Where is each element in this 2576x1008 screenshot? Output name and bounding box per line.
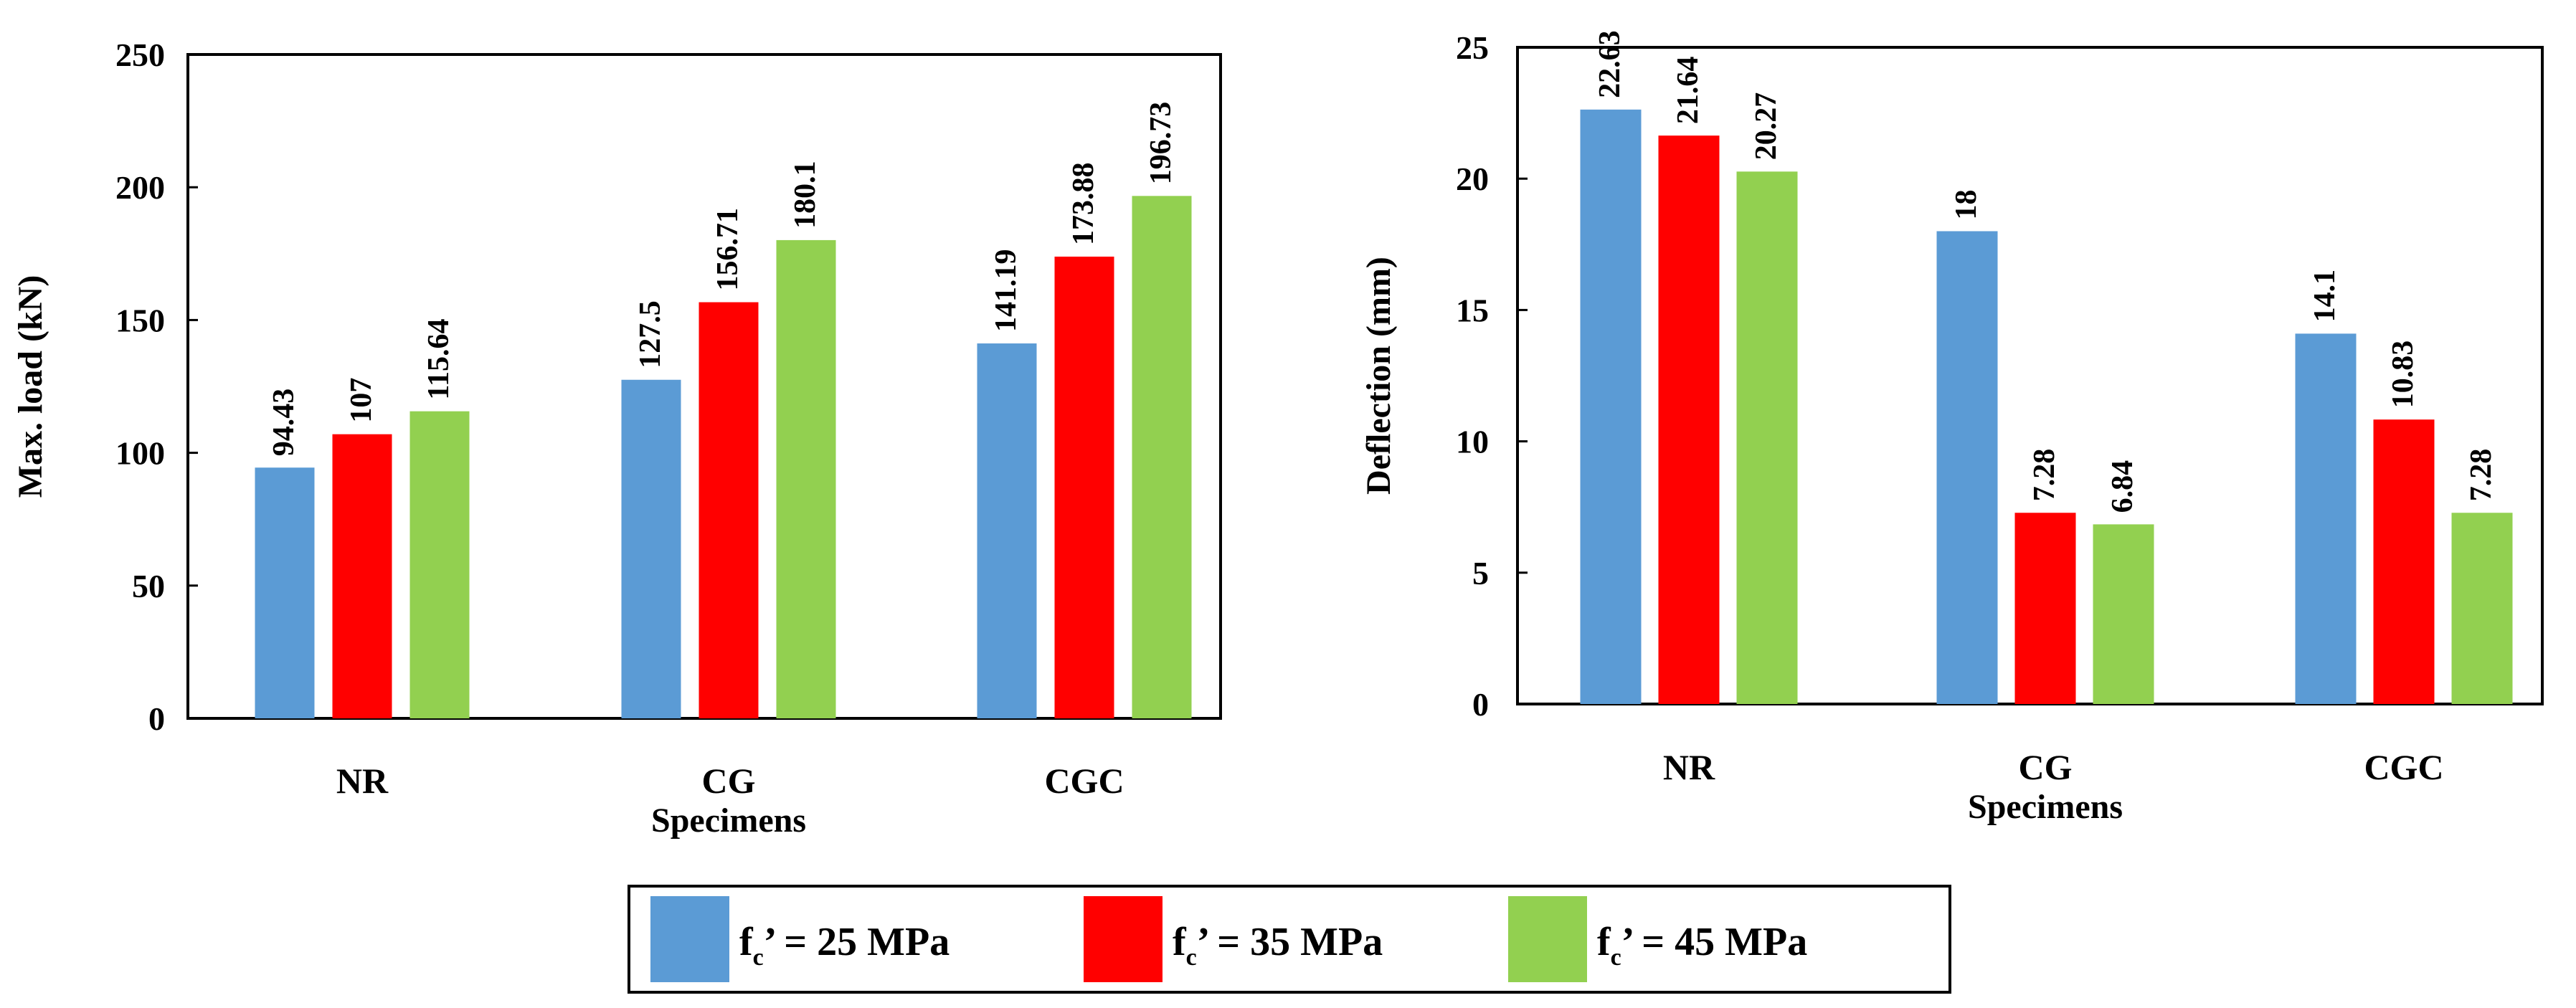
y-tick-label: 100 (115, 435, 165, 472)
legend-label: fc’ = 35 MPa (1173, 920, 1383, 971)
legend-label: fc’ = 25 MPa (739, 920, 950, 971)
bar (2014, 513, 2076, 704)
x-axis-label: Specimens (1968, 788, 2123, 826)
category-label: CGC (2364, 747, 2443, 787)
data-label: 6.84 (2106, 460, 2139, 513)
legend-text: ’ = 35 MPa (1197, 920, 1383, 964)
category-label: NR (336, 761, 389, 801)
y-tick-label: 25 (1456, 29, 1489, 66)
legend-subscript: c (753, 944, 764, 971)
data-label: 18 (1950, 189, 1983, 219)
legend-prefix: f (1597, 920, 1611, 964)
bar (2093, 524, 2154, 704)
y-tick-label: 150 (115, 302, 165, 338)
bar (1936, 231, 1998, 705)
category-label: CG (702, 761, 756, 801)
data-label: 127.5 (634, 300, 667, 369)
bar (776, 239, 836, 718)
bar (2295, 333, 2357, 705)
legend-text: ’ = 45 MPa (1621, 920, 1807, 964)
legend-prefix: f (1173, 920, 1187, 964)
category-label: CG (2019, 747, 2073, 787)
bar (1736, 171, 1798, 705)
bar (2451, 513, 2513, 704)
bar (1658, 135, 1720, 704)
legend-prefix: f (739, 920, 754, 964)
legend-box (628, 885, 1951, 994)
bar (621, 379, 681, 718)
data-label: 7.28 (2465, 449, 2498, 502)
bar (409, 411, 470, 718)
data-label: 196.73 (1145, 102, 1178, 185)
category-label: CGC (1044, 761, 1124, 801)
y-tick-label: 250 (115, 37, 165, 73)
y-tick-label: 200 (115, 169, 165, 206)
max-load-chart: 0 50 100 150 200 250 94.43 127.5 141.19 107 156.71… (11, 37, 1222, 840)
legend-label: fc’ = 45 MPa (1597, 920, 1807, 971)
data-label: 141.19 (990, 249, 1023, 333)
y-tick-label: 0 (148, 700, 165, 737)
data-label: 14.1 (2309, 270, 2341, 323)
legend-subscript: c (1611, 944, 1621, 971)
data-label: 156.71 (711, 208, 744, 291)
y-tick-label: 10 (1456, 424, 1489, 460)
bar (699, 302, 759, 719)
bar (1054, 256, 1114, 718)
data-label: 21.64 (1672, 57, 1705, 125)
data-label: 173.88 (1067, 162, 1100, 245)
y-axis-label: Deflection (mm) (1360, 257, 1398, 495)
data-label: 115.64 (422, 318, 455, 399)
legend: fc’ = 25 MPa fc’ = 35 MPa fc’ = 45 MPa (628, 885, 1951, 994)
data-label: 7.28 (2028, 449, 2061, 502)
x-axis-label: Specimens (651, 802, 806, 840)
bar (1132, 196, 1192, 718)
legend-subscript: c (1186, 944, 1197, 971)
data-label: 107 (345, 378, 378, 423)
legend-swatch (1084, 896, 1162, 982)
data-label: 180.1 (789, 161, 822, 229)
data-label: 10.83 (2387, 341, 2420, 409)
y-tick-label: 0 (1472, 686, 1489, 723)
bar (977, 343, 1037, 718)
bar (332, 434, 392, 718)
deflection-chart: 0 5 10 15 20 25 22.63 18 14.1 21.64 7.28 10.83 20.27… (1360, 29, 2544, 826)
y-tick-label: 50 (132, 568, 165, 604)
bar (1580, 109, 1642, 705)
data-label: 20.27 (1750, 92, 1783, 161)
y-tick-label: 5 (1472, 555, 1489, 591)
category-label: NR (1663, 747, 1715, 787)
data-label: 94.43 (267, 389, 300, 457)
y-tick-label: 20 (1456, 161, 1489, 197)
legend-swatch (1508, 896, 1587, 982)
legend-text: ’ = 25 MPa (764, 920, 950, 964)
y-axis-label: Max. load (kN) (11, 275, 49, 498)
bar (2373, 419, 2435, 704)
y-tick-label: 15 (1456, 292, 1489, 328)
legend-swatch (650, 896, 729, 982)
data-label: 22.63 (1594, 30, 1626, 98)
bar (255, 467, 315, 718)
